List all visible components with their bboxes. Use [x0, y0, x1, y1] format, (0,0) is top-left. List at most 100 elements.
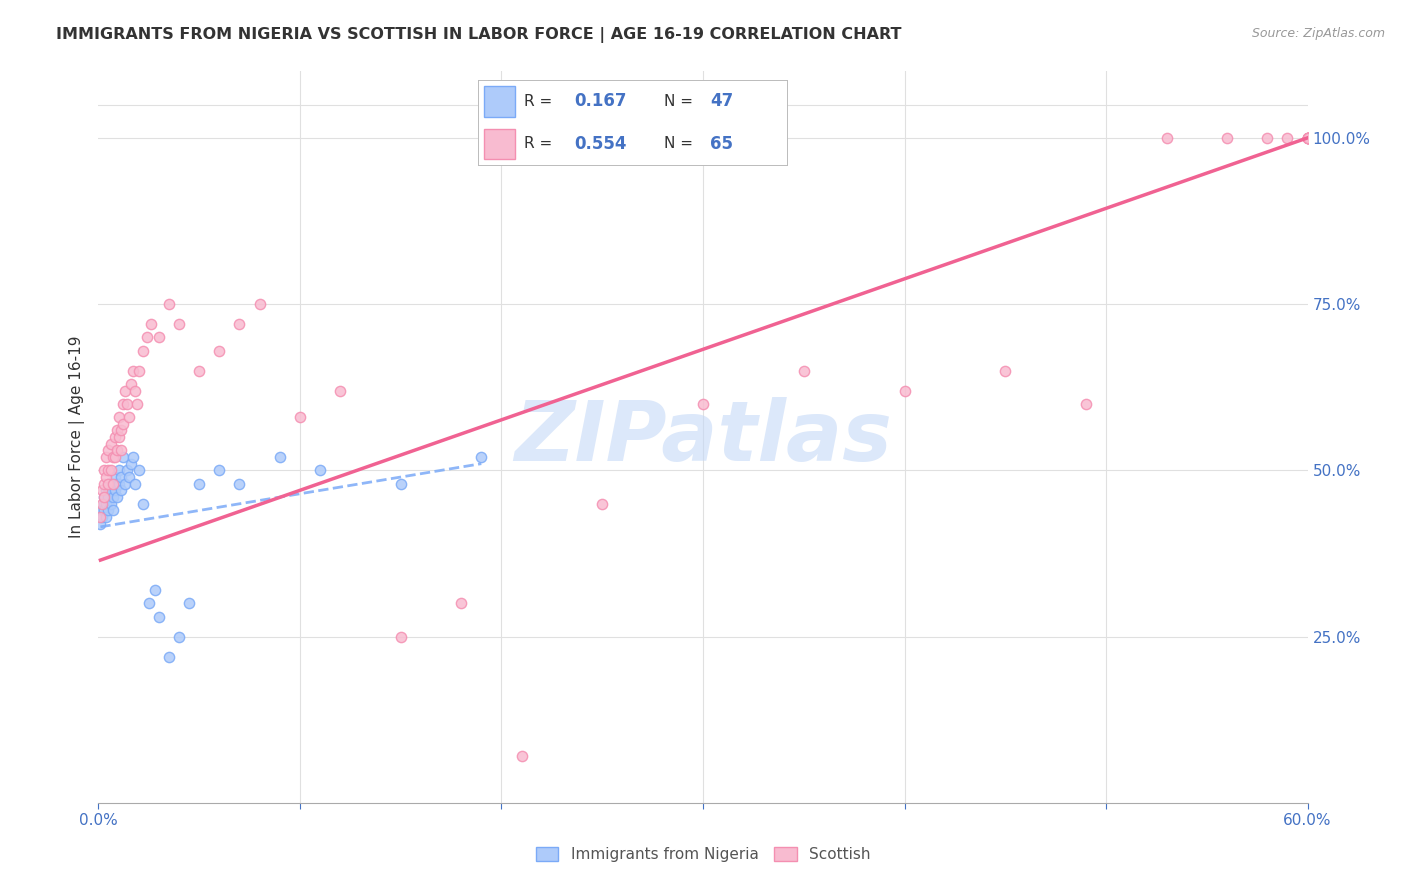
- Point: [120, 376, 142, 391]
- Point: [103, 483, 125, 498]
- Point: [994, 363, 1017, 377]
- Point: [309, 463, 332, 477]
- Point: [121, 363, 143, 377]
- Point: [121, 450, 143, 464]
- Point: [93, 503, 115, 517]
- Point: [110, 483, 132, 498]
- Point: [114, 384, 136, 398]
- Point: [125, 397, 148, 411]
- Point: [96, 450, 118, 464]
- Text: N =: N =: [664, 136, 697, 152]
- Point: [107, 430, 129, 444]
- Text: R =: R =: [524, 136, 558, 152]
- Point: [1296, 131, 1319, 145]
- Point: [110, 424, 132, 438]
- Point: [120, 457, 142, 471]
- Text: 47: 47: [710, 93, 734, 111]
- Point: [132, 343, 155, 358]
- Point: [124, 476, 146, 491]
- Point: [591, 497, 613, 511]
- Point: [107, 463, 129, 477]
- Point: [101, 503, 124, 517]
- Point: [1256, 131, 1278, 145]
- Text: IMMIGRANTS FROM NIGERIA VS SCOTTISH IN LABOR FORCE | AGE 16-19 CORRELATION CHART: IMMIGRANTS FROM NIGERIA VS SCOTTISH IN L…: [56, 27, 901, 43]
- Point: [692, 397, 714, 411]
- Point: [143, 582, 166, 597]
- Point: [450, 596, 472, 610]
- Text: 65: 65: [710, 135, 733, 153]
- Point: [208, 463, 231, 477]
- Point: [105, 476, 128, 491]
- Point: [97, 476, 120, 491]
- Point: [89, 516, 111, 531]
- Legend: Immigrants from Nigeria, Scottish: Immigrants from Nigeria, Scottish: [530, 841, 876, 868]
- Point: [188, 476, 211, 491]
- Point: [101, 476, 124, 491]
- Point: [103, 430, 125, 444]
- Point: [96, 470, 118, 484]
- Point: [138, 596, 160, 610]
- Point: [288, 410, 311, 425]
- Point: [139, 317, 162, 331]
- Text: ZIPatlas: ZIPatlas: [515, 397, 891, 477]
- FancyBboxPatch shape: [484, 128, 515, 159]
- Point: [157, 649, 180, 664]
- Point: [228, 317, 250, 331]
- Point: [105, 424, 128, 438]
- Point: [148, 609, 170, 624]
- Point: [107, 476, 129, 491]
- Point: [115, 397, 138, 411]
- Point: [101, 476, 124, 491]
- Point: [93, 476, 115, 491]
- Point: [329, 384, 352, 398]
- Point: [118, 470, 141, 484]
- Point: [91, 509, 114, 524]
- Point: [1074, 397, 1097, 411]
- Point: [148, 330, 170, 344]
- Point: [1156, 131, 1178, 145]
- Point: [110, 443, 132, 458]
- Point: [269, 450, 291, 464]
- Point: [1296, 131, 1319, 145]
- Point: [91, 503, 114, 517]
- Point: [93, 497, 115, 511]
- Point: [105, 490, 128, 504]
- Point: [188, 363, 211, 377]
- Point: [179, 596, 201, 610]
- Point: [111, 397, 134, 411]
- Point: [1296, 131, 1319, 145]
- Point: [1296, 131, 1319, 145]
- Point: [111, 450, 134, 464]
- Point: [93, 490, 115, 504]
- Point: [89, 509, 111, 524]
- Point: [114, 476, 136, 491]
- Point: [124, 384, 146, 398]
- Point: [91, 497, 114, 511]
- Text: 0.167: 0.167: [574, 93, 627, 111]
- Point: [105, 443, 128, 458]
- Point: [128, 363, 150, 377]
- Point: [96, 497, 118, 511]
- Point: [128, 463, 150, 477]
- Point: [93, 463, 115, 477]
- Point: [115, 463, 138, 477]
- Point: [893, 384, 915, 398]
- Point: [118, 410, 141, 425]
- Point: [470, 450, 492, 464]
- Text: N =: N =: [664, 94, 697, 109]
- Point: [97, 443, 120, 458]
- Point: [228, 476, 250, 491]
- Point: [101, 450, 124, 464]
- Point: [1216, 131, 1239, 145]
- FancyBboxPatch shape: [484, 87, 515, 117]
- Point: [103, 470, 125, 484]
- Point: [100, 436, 122, 450]
- Point: [100, 463, 122, 477]
- Point: [91, 483, 114, 498]
- Point: [389, 630, 412, 644]
- Point: [97, 503, 120, 517]
- Point: [100, 497, 122, 511]
- Point: [510, 749, 533, 764]
- Point: [208, 343, 231, 358]
- Point: [249, 297, 271, 311]
